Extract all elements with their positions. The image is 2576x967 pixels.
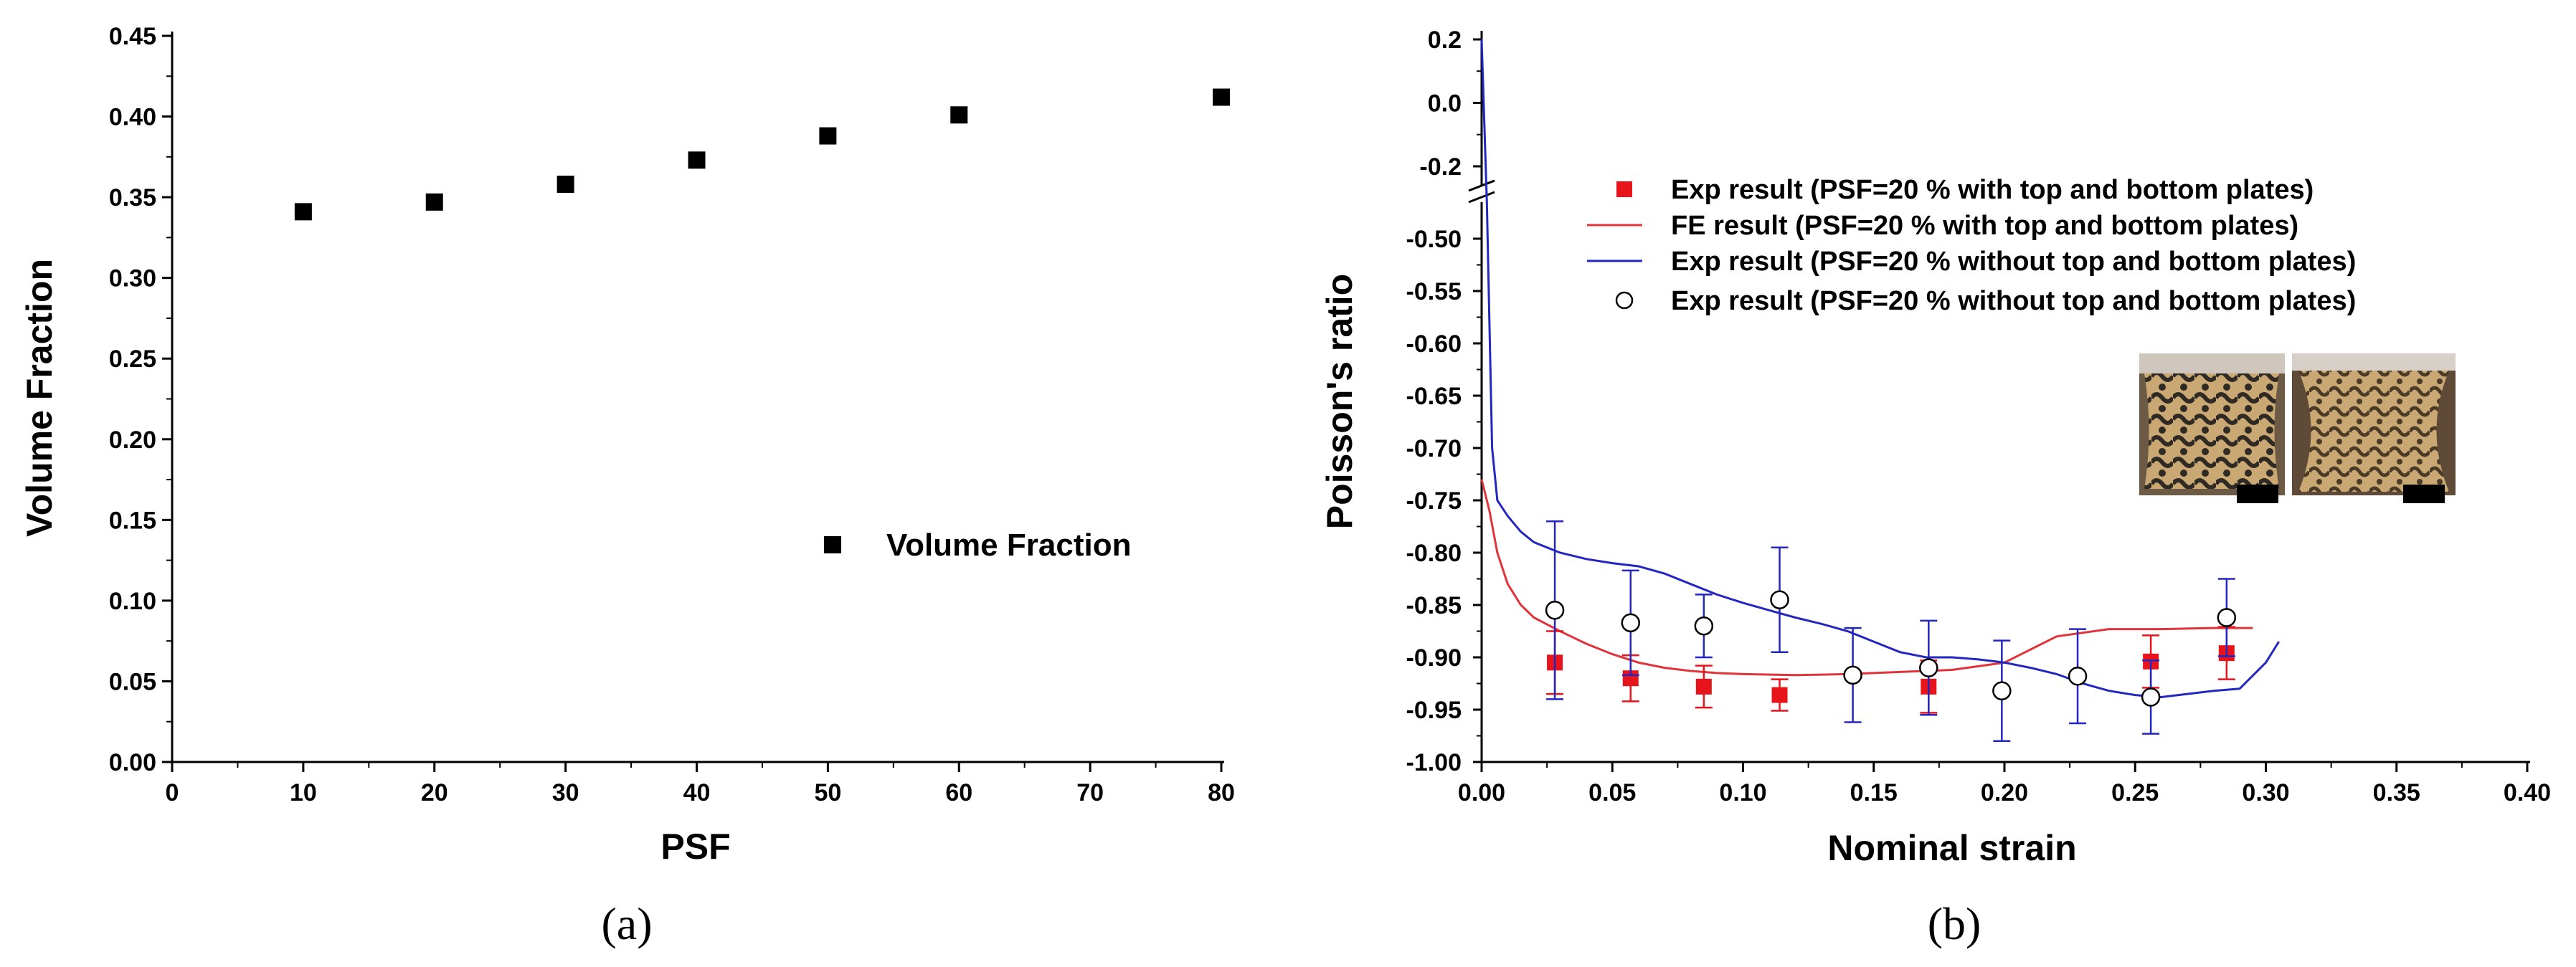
chart-b-data-point-circle <box>1919 658 1938 677</box>
chart-b-data-point-circle <box>2141 687 2161 707</box>
chart-b-x-axis-title: Nominal strain <box>1827 828 2076 868</box>
chart-a-x-tick-label: 40 <box>683 779 711 806</box>
chart-b-axis-break-mark <box>1468 179 1495 192</box>
chart-a-x-tick-label: 10 <box>290 779 317 806</box>
chart-a-panel-label: (a) <box>601 898 652 949</box>
chart-b-x-tick-label: 0.40 <box>2504 779 2551 806</box>
chart-b-legend-marker-open-circle <box>1615 291 1634 310</box>
chart-b-marks <box>1480 39 2280 743</box>
chart-b-x-tick-label: 0.15 <box>1850 779 1898 806</box>
chart-a-legend: Volume Fraction <box>824 528 1131 563</box>
chart-b-legend-label-4: Exp result (PSF=20 % without top and bot… <box>1671 286 2356 316</box>
chart-b-x-tick-label: 0.30 <box>2242 779 2289 806</box>
chart-a-data-point <box>425 193 443 211</box>
chart-b-y-tick-label: -0.95 <box>1406 697 1462 724</box>
chart-a-axes: 0.00 0.05 0.10 0.15 0.20 0.25 0.30 0.35 0.40 0.45… <box>109 23 1235 806</box>
chart-b-x-tick-label: 0.05 <box>1588 779 1636 806</box>
chart-b-data-point-circle <box>1621 613 1641 633</box>
chart-a-y-tick-label: 0.05 <box>109 668 156 695</box>
chart-a-y-axis-title: Volume Fraction <box>19 259 60 537</box>
chart-b-data-point-circle <box>2217 608 2237 627</box>
scale-bar <box>2403 485 2445 503</box>
chart-b-data-point-circle <box>1992 681 2012 700</box>
chart-b-series-line-2 <box>1480 39 2280 699</box>
specimen-photo-left <box>2139 353 2285 503</box>
chart-b-legend-marker-red-square <box>1616 181 1632 197</box>
chart-b-legend-label-2: FE result (PSF=20 % with top and bottom … <box>1671 211 2298 241</box>
chart-a-data-point <box>557 176 574 194</box>
chart-a-x-tick-label: 80 <box>1208 779 1235 806</box>
chart-b-axes: 0.2 0.0 -0.2 -0.50 -0.55 -0.60 -0.65 -0.70 -0.75… <box>1406 27 2552 806</box>
chart-b-data-point-square <box>1771 687 1788 703</box>
chart-a-x-tick-label: 20 <box>421 779 448 806</box>
chart-b-legend-label-3: Exp result (PSF=20 % without top and bot… <box>1671 247 2356 277</box>
chart-a-y-tick-label: 0.20 <box>109 427 156 454</box>
chart-a: 0.00 0.05 0.10 0.15 0.20 0.25 0.30 0.35 0.40 0.45… <box>19 23 1235 949</box>
chart-a-y-tick-label: 0.00 <box>109 749 156 776</box>
chart-a-data-point <box>819 127 837 145</box>
chart-b-data-point-circle <box>1843 665 1862 685</box>
chart-b-y-tick-label: -0.2 <box>1419 153 1462 181</box>
chart-b-y-tick-label: 0.2 <box>1428 27 1462 54</box>
chart-b-x-tick-label: 0.10 <box>1719 779 1766 806</box>
chart-b-axis-break-mark <box>1468 191 1495 204</box>
chart-a-legend-marker <box>824 536 841 553</box>
chart-b-x-tick-label: 0.20 <box>1981 779 2028 806</box>
chart-b-legend: Exp result (PSF=20 % with top and bottom… <box>1587 175 2356 316</box>
chart-a-y-tick-label: 0.35 <box>109 184 156 211</box>
chart-b-data-point-circle <box>1770 590 1789 609</box>
chart-b-legend-label-1: Exp result (PSF=20 % with top and bottom… <box>1671 175 2314 205</box>
chart-b-data-point-square <box>1695 678 1712 695</box>
chart-b-y-tick-label: 0.0 <box>1428 90 1462 118</box>
chart-b-y-axis-title: Poisson's ratio <box>1320 274 1360 529</box>
chart-b-y-tick-label: -0.80 <box>1406 540 1462 567</box>
chart-b-data-point-circle <box>2068 667 2088 686</box>
chart-a-x-tick-label: 0 <box>166 779 179 806</box>
chart-a-legend-label: Volume Fraction <box>886 528 1131 563</box>
chart-b-y-tick-label: -0.75 <box>1406 487 1462 515</box>
chart-a-y-tick-label: 0.10 <box>109 588 156 615</box>
chart-a-y-tick-label: 0.15 <box>109 507 156 534</box>
chart-b-data-point-circle <box>1545 601 1565 620</box>
chart-b-y-tick-label: -0.90 <box>1406 644 1462 672</box>
chart-a-marks <box>294 88 1230 221</box>
chart-b-y-tick-label: -1.00 <box>1406 749 1462 776</box>
chart-b-data-point-circle <box>1694 616 1714 636</box>
chart-b-x-tick-label: 0.35 <box>2373 779 2420 806</box>
specimen-photos <box>2139 353 2456 503</box>
chart-b: 0.2 0.0 -0.2 -0.50 -0.55 -0.60 -0.65 -0.70 -0.75… <box>1320 27 2551 949</box>
chart-a-x-tick-label: 70 <box>1076 779 1104 806</box>
chart-a-y-tick-label: 0.25 <box>109 346 156 373</box>
chart-a-data-point <box>950 106 968 124</box>
chart-b-y-tick-label: -0.85 <box>1406 592 1462 619</box>
chart-b-y-tick-label: -0.55 <box>1406 278 1462 305</box>
chart-a-x-tick-label: 30 <box>552 779 579 806</box>
chart-b-y-tick-label: -0.70 <box>1406 435 1462 462</box>
chart-a-x-tick-label: 60 <box>945 779 972 806</box>
chart-a-y-tick-label: 0.45 <box>109 23 156 50</box>
chart-b-panel-label: (b) <box>1928 898 1981 949</box>
chart-a-x-tick-label: 50 <box>814 779 841 806</box>
chart-b-y-tick-label: -0.65 <box>1406 383 1462 410</box>
chart-b-y-tick-label: -0.60 <box>1406 330 1462 358</box>
chart-b-y-tick-label: -0.50 <box>1406 226 1462 253</box>
chart-b-series-line-1 <box>1480 479 2253 677</box>
chart-a-data-point <box>1213 88 1230 106</box>
chart-a-y-tick-label: 0.40 <box>109 104 156 131</box>
chart-a-data-point <box>688 151 706 169</box>
specimen-photo-right <box>2292 353 2456 503</box>
chart-a-x-axis-title: PSF <box>660 827 730 867</box>
chart-b-x-tick-label: 0.25 <box>2111 779 2159 806</box>
chart-b-x-tick-label: 0.00 <box>1458 779 1505 806</box>
chart-a-data-point <box>294 203 312 221</box>
scale-bar <box>2237 485 2278 503</box>
chart-a-y-tick-label: 0.30 <box>109 265 156 292</box>
